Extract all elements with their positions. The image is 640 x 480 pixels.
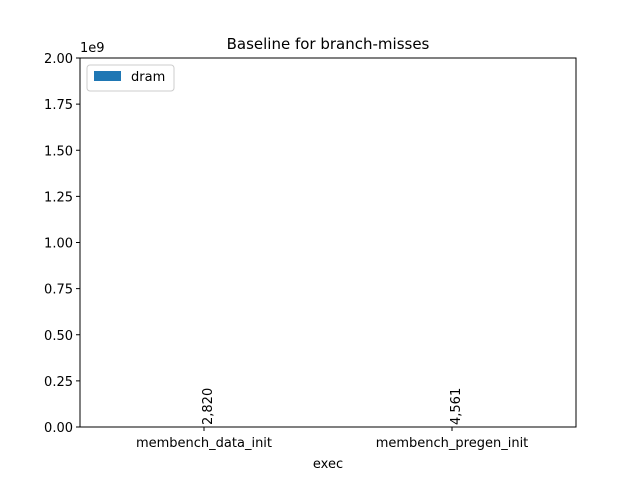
legend-label: dram	[131, 70, 165, 85]
chart-title: Baseline for branch-misses	[227, 35, 430, 53]
x-axis-label: exec	[313, 457, 343, 472]
y-tick-label: 0.50	[44, 329, 73, 344]
y-tick-label: 1.00	[44, 237, 73, 252]
data-label: 4,561	[449, 388, 464, 425]
legend: dram	[86, 64, 175, 92]
data-labels-group: 2,820 4,561	[201, 388, 464, 425]
x-tick-label: membench_data_init	[136, 436, 272, 451]
y-axis-offset-text: 1e9	[80, 41, 105, 56]
y-axis: 0.00 0.25 0.50 0.75 1.00 1.25 1.50 1.75 2.00	[44, 52, 80, 436]
x-tick-label: membench_pregen_init	[376, 436, 529, 451]
y-tick-label: 0.00	[44, 421, 73, 436]
legend-swatch	[94, 71, 121, 81]
y-tick-label: 1.50	[44, 144, 73, 159]
plot-frame	[79, 57, 577, 428]
y-tick-label: 2.00	[44, 52, 73, 67]
y-tick-label: 1.75	[44, 98, 73, 113]
data-label: 2,820	[201, 388, 216, 425]
y-tick-label: 0.75	[44, 283, 73, 298]
y-tick-label: 1.25	[44, 190, 73, 205]
x-axis: membench_data_init membench_pregen_init	[136, 427, 528, 451]
y-tick-label: 0.25	[44, 375, 73, 390]
